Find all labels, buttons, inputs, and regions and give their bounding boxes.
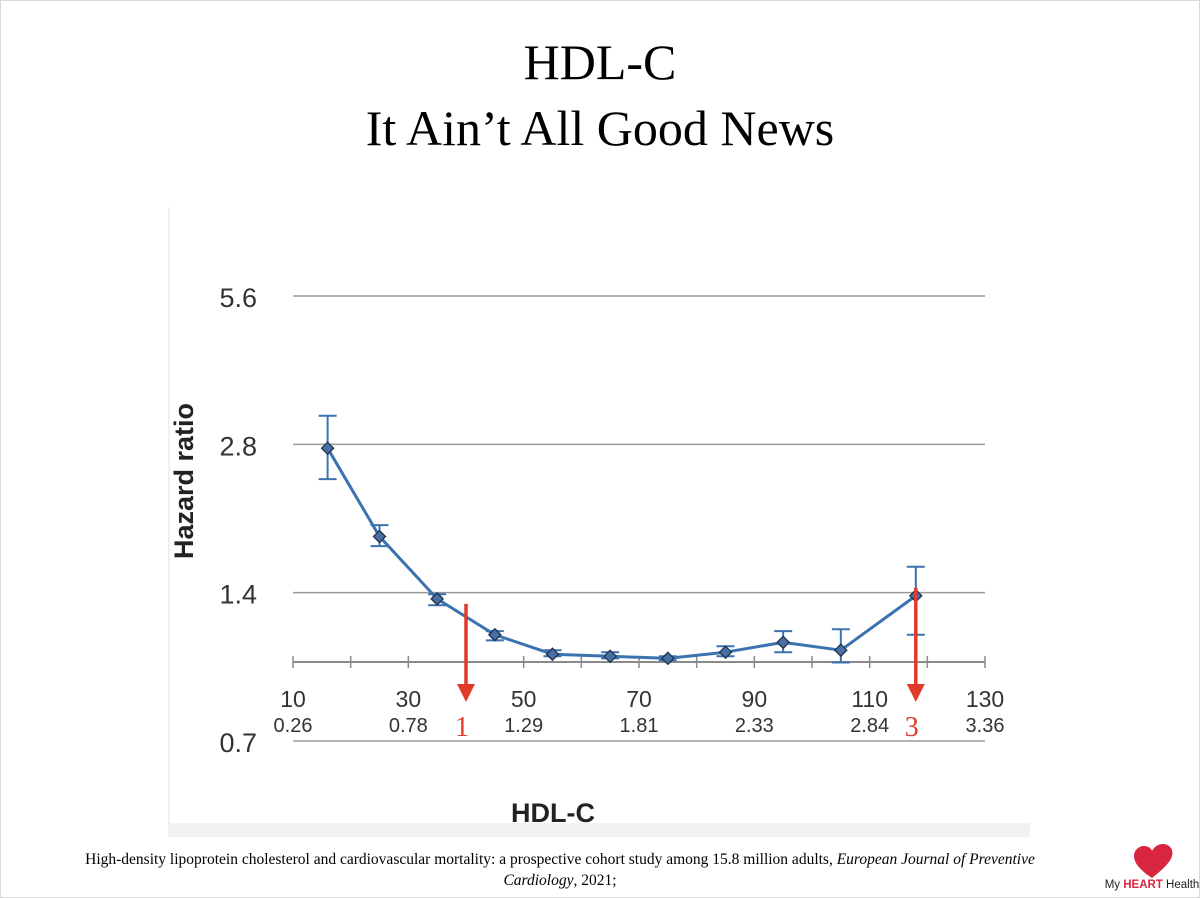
arrow-head xyxy=(457,684,475,702)
data-point xyxy=(660,651,675,666)
plot-panel-footer xyxy=(168,823,1030,837)
citation: High-density lipoprotein cholesterol and… xyxy=(60,849,1060,891)
x-secondary-tick-label: 0.78 xyxy=(389,715,428,737)
citation-journal: European Journal of Preventive Cardiolog… xyxy=(503,851,1035,889)
x-secondary-tick-label: 1.81 xyxy=(620,715,659,737)
annotation-label: 3 xyxy=(905,712,919,743)
x-axis-label: HDL-C xyxy=(511,798,595,828)
heart-icon xyxy=(1134,844,1173,878)
citation-year: , 2021; xyxy=(573,872,617,889)
logo-brand: HEART xyxy=(1123,879,1163,891)
annotation-arrow xyxy=(457,603,475,702)
x-secondary-tick-label: 3.36 xyxy=(966,715,1005,737)
logo-suffix: Health xyxy=(1162,879,1200,891)
data-point xyxy=(603,649,618,664)
data-point xyxy=(776,635,791,650)
data-point xyxy=(487,627,502,642)
citation-text: High-density lipoprotein cholesterol and… xyxy=(85,851,837,868)
annotation-arrow xyxy=(906,587,925,702)
data-point xyxy=(430,591,445,606)
y-tick-label: 1.4 xyxy=(219,580,257,610)
logo-prefix: My xyxy=(1104,879,1124,891)
data-point xyxy=(372,529,387,544)
arrow-head xyxy=(906,684,925,702)
data-point xyxy=(718,645,733,660)
slide-title: HDL-C xyxy=(523,34,677,90)
x-secondary-tick-label: 2.84 xyxy=(850,715,889,737)
x-secondary-tick-label: 1.29 xyxy=(504,715,543,737)
x-tick-label: 10 xyxy=(280,686,306,712)
x-tick-label: 130 xyxy=(966,686,1004,712)
x-tick-label: 110 xyxy=(851,686,888,712)
x-secondary-tick-label: 0.26 xyxy=(274,715,313,737)
x-secondary-tick-label: 2.33 xyxy=(735,715,774,737)
y-axis-label: Hazard ratio xyxy=(169,403,199,559)
y-tick-label: 2.8 xyxy=(219,431,257,461)
annotation-label: 1 xyxy=(455,712,469,743)
data-point xyxy=(833,643,848,658)
plot-panel xyxy=(168,205,1030,837)
slide-subtitle: It Ain’t All Good News xyxy=(365,100,835,156)
logo-text: My HEART Health xyxy=(1104,879,1200,891)
y-tick-label: 5.6 xyxy=(219,283,257,313)
x-tick-label: 30 xyxy=(396,686,422,712)
x-tick-label: 90 xyxy=(742,686,768,712)
x-tick-label: 50 xyxy=(511,686,537,712)
y-tick-label: 0.7 xyxy=(219,728,257,758)
data-point xyxy=(545,647,560,662)
x-tick-label: 70 xyxy=(626,686,652,712)
data-point xyxy=(320,441,335,456)
